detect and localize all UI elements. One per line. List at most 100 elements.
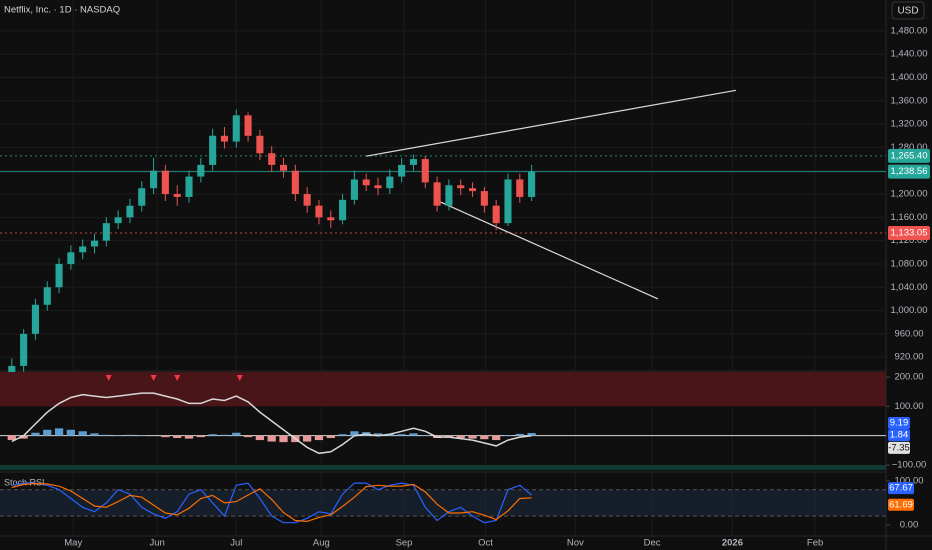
candle-body bbox=[185, 176, 193, 197]
histogram-bar bbox=[19, 435, 28, 439]
histogram-bar bbox=[125, 434, 135, 436]
oscillator-line bbox=[11, 392, 532, 455]
histogram-bar bbox=[267, 435, 276, 442]
candle-body bbox=[421, 159, 429, 183]
stoch-line bbox=[11, 482, 532, 523]
candle-body bbox=[516, 179, 524, 197]
histogram-bar bbox=[515, 433, 524, 436]
trendline bbox=[366, 89, 737, 157]
candle-body bbox=[161, 170, 169, 195]
histogram-bar bbox=[31, 432, 40, 436]
x-tick-label: Sep bbox=[396, 538, 413, 549]
histogram-bar bbox=[232, 432, 241, 436]
candle-body bbox=[20, 333, 28, 366]
value-box bbox=[888, 482, 914, 495]
signal-marker bbox=[105, 375, 112, 381]
histogram-bar bbox=[196, 435, 205, 438]
x-tick-label: Aug bbox=[313, 538, 330, 549]
histogram-bar bbox=[492, 435, 501, 441]
value-box bbox=[888, 498, 914, 511]
histogram-bar bbox=[503, 435, 513, 436]
candle-body bbox=[244, 115, 252, 136]
histogram-bar bbox=[90, 433, 99, 436]
candle-body bbox=[209, 135, 217, 165]
readout-label: 9.19 bbox=[890, 417, 909, 428]
candle-body bbox=[374, 185, 382, 189]
histogram-bar bbox=[184, 435, 194, 439]
candle-body bbox=[327, 217, 335, 221]
y-tick-label: 1,120.00 bbox=[891, 235, 928, 246]
y-tick-label: 1,200.00 bbox=[891, 189, 928, 200]
histogram-bar bbox=[338, 434, 347, 436]
candle-body bbox=[90, 240, 99, 247]
histogram-bar bbox=[326, 435, 335, 439]
stoch-band bbox=[0, 489, 886, 517]
x-tick-label: May bbox=[64, 538, 82, 549]
candle-body bbox=[256, 135, 264, 154]
candle-body bbox=[350, 179, 358, 200]
y-tick-label: 1,160.00 bbox=[891, 212, 928, 223]
value-label: 67.67 bbox=[889, 483, 913, 494]
candle-body bbox=[43, 287, 51, 305]
readout-label: 1.84 bbox=[890, 430, 909, 441]
readout-box bbox=[888, 441, 910, 454]
y-tick-label: 960.00 bbox=[894, 328, 923, 339]
chart-title: Netflix, Inc. · 1D · NASDAQ bbox=[4, 5, 120, 16]
candle-body bbox=[138, 188, 146, 206]
histogram-bar bbox=[208, 434, 217, 436]
stoch-line bbox=[11, 482, 532, 524]
price-label: 1,133.05 bbox=[891, 228, 928, 239]
candle-body bbox=[315, 205, 323, 218]
histogram-bar bbox=[456, 435, 465, 439]
currency[interactable]: USD bbox=[897, 6, 918, 17]
x-tick-label: Jun bbox=[149, 538, 164, 549]
candle-body bbox=[504, 179, 512, 224]
candle-body bbox=[409, 159, 418, 165]
x-tick-label: 2026 bbox=[722, 538, 743, 549]
readout-box bbox=[888, 416, 910, 429]
candle-body bbox=[197, 164, 205, 177]
readout-label: -7.35 bbox=[888, 442, 910, 453]
price-label-box bbox=[888, 226, 930, 241]
stoch-title: Stoch RSI bbox=[4, 477, 45, 487]
y-tick-label: 100.00 bbox=[894, 401, 923, 412]
currency-button[interactable] bbox=[891, 1, 925, 20]
y-tick-label: 1,320.00 bbox=[891, 119, 928, 130]
y-tick-label: 1,480.00 bbox=[891, 25, 928, 36]
histogram-bar bbox=[43, 429, 52, 436]
candle-body bbox=[102, 223, 110, 241]
histogram-bar bbox=[220, 434, 229, 436]
histogram-bar bbox=[409, 433, 418, 436]
y-tick-label: 0.00 bbox=[900, 519, 919, 530]
histogram-bar bbox=[66, 429, 76, 436]
candle-body bbox=[150, 170, 158, 189]
histogram-bar bbox=[113, 435, 123, 436]
histogram-bar bbox=[314, 435, 324, 441]
upper-zone bbox=[0, 372, 886, 407]
candle-body bbox=[468, 188, 477, 192]
y-tick-label: 200.00 bbox=[894, 372, 923, 383]
y-tick-label: 1,040.00 bbox=[891, 282, 928, 293]
x-tick-label: Nov bbox=[567, 538, 584, 549]
lower-zone bbox=[0, 465, 886, 470]
candle-body bbox=[220, 135, 228, 142]
trendline bbox=[438, 200, 659, 300]
value-label: 61.69 bbox=[889, 499, 913, 510]
candle-body bbox=[268, 153, 276, 165]
y-tick-label: 1,080.00 bbox=[891, 258, 928, 269]
candle-body bbox=[67, 252, 75, 264]
candle-body bbox=[339, 199, 347, 221]
candle-body bbox=[31, 304, 39, 334]
price-label-box bbox=[888, 148, 930, 163]
candle-body bbox=[279, 164, 288, 171]
candle-body bbox=[492, 205, 500, 224]
candle-body bbox=[303, 194, 311, 206]
histogram-bar bbox=[102, 434, 111, 436]
y-tick-label: 920.00 bbox=[894, 352, 923, 363]
candle-body bbox=[480, 191, 488, 206]
histogram-bar bbox=[161, 435, 170, 438]
histogram-bar bbox=[279, 435, 288, 443]
histogram-bar bbox=[137, 435, 146, 436]
